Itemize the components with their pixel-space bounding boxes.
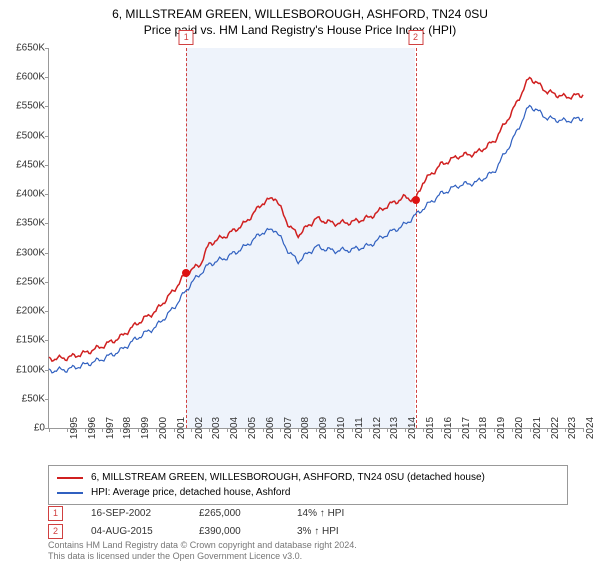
- y-tick-mark: [45, 165, 49, 166]
- sale-hpi-delta: 3% ↑ HPI: [297, 526, 377, 537]
- x-tick-mark: [530, 428, 531, 432]
- x-tick-mark: [191, 428, 192, 432]
- figure: 6, MILLSTREAM GREEN, WILLESBOROUGH, ASHF…: [0, 0, 600, 560]
- x-tick-label: 2025: [583, 417, 600, 439]
- x-tick-mark: [102, 428, 103, 432]
- sale-date: 04-AUG-2015: [91, 526, 171, 537]
- x-tick-mark: [120, 428, 121, 432]
- y-tick-label: £350K: [1, 218, 49, 229]
- y-tick-label: £400K: [1, 189, 49, 200]
- y-tick-mark: [45, 106, 49, 107]
- sale-price: £390,000: [199, 526, 269, 537]
- x-tick-mark: [476, 428, 477, 432]
- y-tick-label: £500K: [1, 130, 49, 141]
- x-tick-mark: [85, 428, 86, 432]
- x-tick-mark: [512, 428, 513, 432]
- x-tick-mark: [334, 428, 335, 432]
- y-tick-label: £200K: [1, 306, 49, 317]
- chart-legend: 6, MILLSTREAM GREEN, WILLESBOROUGH, ASHF…: [48, 465, 568, 505]
- footnote: Contains HM Land Registry data © Crown c…: [48, 540, 357, 562]
- x-tick-mark: [458, 428, 459, 432]
- series-subject: [49, 78, 583, 362]
- x-tick-mark: [245, 428, 246, 432]
- y-tick-mark: [45, 48, 49, 49]
- x-tick-mark: [565, 428, 566, 432]
- sale-row: 2 04-AUG-2015 £390,000 3% ↑ HPI: [48, 522, 377, 540]
- sale-marker-flag: 2: [408, 30, 423, 45]
- sale-marker-dot: [182, 269, 190, 277]
- y-tick-label: £150K: [1, 335, 49, 346]
- x-tick-mark: [209, 428, 210, 432]
- legend-label-hpi: HPI: Average price, detached house, Ashf…: [91, 485, 290, 500]
- x-tick-mark: [263, 428, 264, 432]
- x-tick-mark: [174, 428, 175, 432]
- x-tick-mark: [352, 428, 353, 432]
- x-tick-mark: [227, 428, 228, 432]
- chart-title: 6, MILLSTREAM GREEN, WILLESBOROUGH, ASHF…: [0, 0, 600, 38]
- x-tick-mark: [405, 428, 406, 432]
- sale-marker-box: 2: [48, 524, 63, 539]
- y-tick-mark: [45, 194, 49, 195]
- x-tick-mark: [387, 428, 388, 432]
- sale-marker-dot: [412, 196, 420, 204]
- legend-row: 6, MILLSTREAM GREEN, WILLESBOROUGH, ASHF…: [57, 470, 559, 485]
- legend-row: HPI: Average price, detached house, Ashf…: [57, 485, 559, 500]
- y-tick-mark: [45, 223, 49, 224]
- sale-marker-flag: 1: [179, 30, 194, 45]
- sale-marker-box: 1: [48, 506, 63, 521]
- y-tick-mark: [45, 77, 49, 78]
- x-tick-mark: [298, 428, 299, 432]
- x-tick-mark: [156, 428, 157, 432]
- sale-hpi-delta: 14% ↑ HPI: [297, 508, 377, 519]
- y-tick-mark: [45, 399, 49, 400]
- y-tick-label: £250K: [1, 276, 49, 287]
- chart-plot-area: £0£50K£100K£150K£200K£250K£300K£350K£400…: [48, 48, 583, 429]
- x-tick-mark: [316, 428, 317, 432]
- sale-row: 1 16-SEP-2002 £265,000 14% ↑ HPI: [48, 504, 377, 522]
- chart-lines: [49, 48, 583, 428]
- sale-price: £265,000: [199, 508, 269, 519]
- y-tick-label: £100K: [1, 364, 49, 375]
- y-tick-label: £650K: [1, 43, 49, 54]
- y-tick-label: £600K: [1, 72, 49, 83]
- x-tick-mark: [441, 428, 442, 432]
- x-tick-mark: [494, 428, 495, 432]
- x-tick-mark: [423, 428, 424, 432]
- x-tick-mark: [67, 428, 68, 432]
- x-tick-mark: [583, 428, 584, 432]
- legend-swatch-hpi: [57, 492, 83, 494]
- y-tick-mark: [45, 253, 49, 254]
- legend-label-subject: 6, MILLSTREAM GREEN, WILLESBOROUGH, ASHF…: [91, 470, 485, 485]
- x-tick-mark: [138, 428, 139, 432]
- y-tick-mark: [45, 340, 49, 341]
- sales-list: 1 16-SEP-2002 £265,000 14% ↑ HPI 2 04-AU…: [48, 504, 377, 540]
- y-tick-label: £0: [1, 423, 49, 434]
- y-tick-label: £50K: [1, 393, 49, 404]
- footnote-line-1: Contains HM Land Registry data © Crown c…: [48, 540, 357, 551]
- y-tick-label: £550K: [1, 101, 49, 112]
- y-tick-label: £300K: [1, 247, 49, 258]
- y-tick-label: £450K: [1, 159, 49, 170]
- x-tick-mark: [49, 428, 50, 432]
- title-line-2: Price paid vs. HM Land Registry's House …: [0, 22, 600, 38]
- y-tick-mark: [45, 311, 49, 312]
- y-tick-mark: [45, 282, 49, 283]
- legend-swatch-subject: [57, 477, 83, 479]
- y-tick-mark: [45, 370, 49, 371]
- x-tick-mark: [547, 428, 548, 432]
- y-tick-mark: [45, 136, 49, 137]
- x-tick-mark: [280, 428, 281, 432]
- x-tick-mark: [369, 428, 370, 432]
- title-line-1: 6, MILLSTREAM GREEN, WILLESBOROUGH, ASHF…: [0, 6, 600, 22]
- sale-date: 16-SEP-2002: [91, 508, 171, 519]
